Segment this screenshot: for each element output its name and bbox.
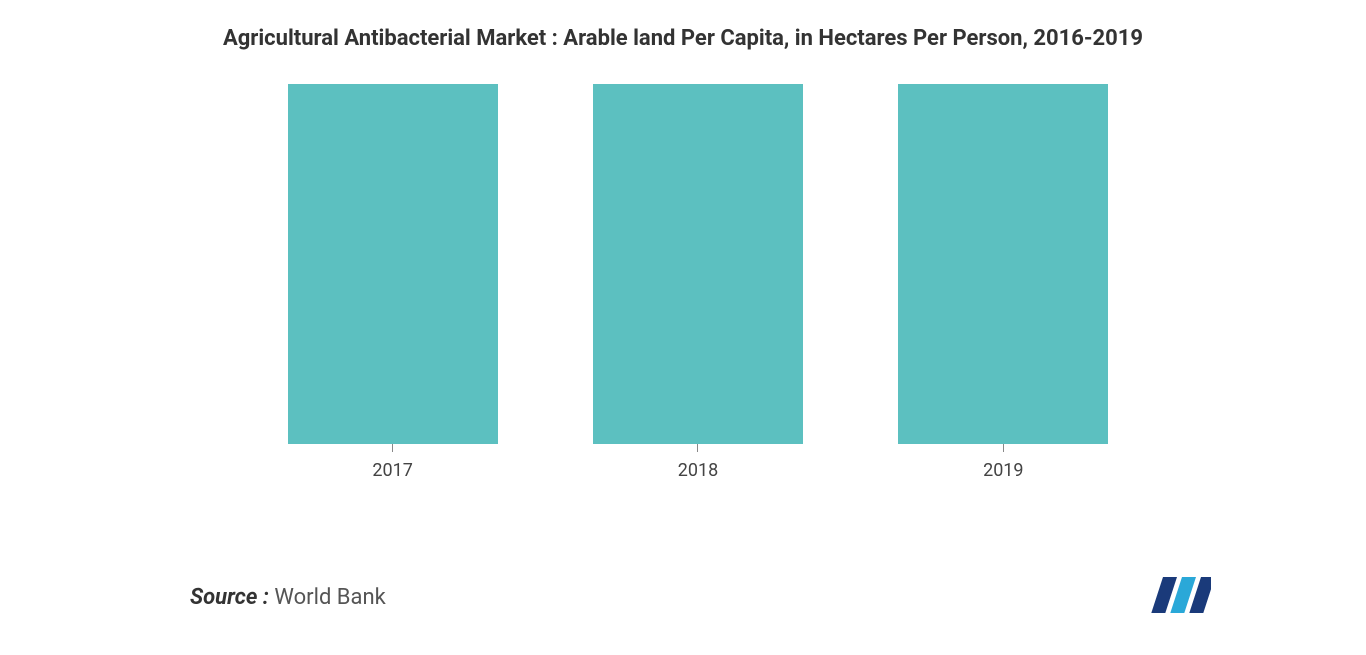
logo-bars-group	[1151, 577, 1211, 613]
source-label: Source :	[190, 585, 269, 610]
chart-title: Agricultural Antibacterial Market : Arab…	[40, 25, 1326, 54]
plot-area	[240, 84, 1156, 444]
x-label-2018: 2018	[678, 460, 718, 481]
x-axis: 2017 2018 2019	[240, 444, 1156, 481]
bar-group-2018	[545, 84, 850, 444]
tick-mark	[392, 444, 393, 452]
tick-group-2017: 2017	[240, 444, 545, 481]
bar-group-2017	[240, 84, 545, 444]
x-label-2017: 2017	[372, 460, 412, 481]
tick-group-2018: 2018	[545, 444, 850, 481]
x-label-2019: 2019	[983, 460, 1023, 481]
chart-container: Agricultural Antibacterial Market : Arab…	[0, 0, 1366, 655]
bar-group-2019	[851, 84, 1156, 444]
logo-svg	[1151, 577, 1211, 613]
bar-2017	[288, 84, 498, 444]
bar-2018	[593, 84, 803, 444]
source-line: Source : World Bank	[190, 585, 386, 610]
tick-group-2019: 2019	[851, 444, 1156, 481]
tick-mark	[1003, 444, 1004, 452]
source-text: World Bank	[274, 585, 385, 610]
tick-mark	[697, 444, 698, 452]
bar-2019	[898, 84, 1108, 444]
brand-logo-icon	[1151, 577, 1211, 613]
